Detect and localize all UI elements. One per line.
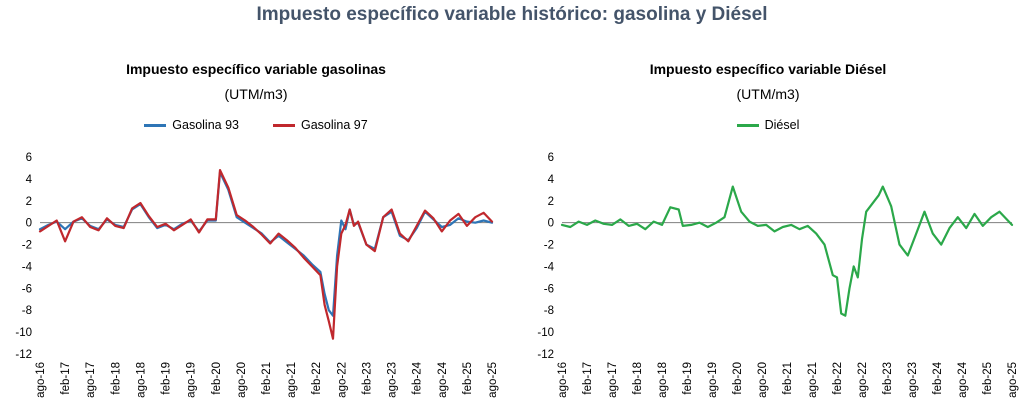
diesel-chart-panel: Impuesto específico variable Diésel (UTM… [512, 0, 1024, 414]
legend-item-gasolina-93: Gasolina 93 [144, 118, 239, 132]
legend-item-diesel: Diésel [736, 118, 800, 132]
x-tick-label: feb-18 [632, 362, 644, 395]
x-tick-label: feb-19 [161, 362, 173, 395]
y-tick-label: 0 [26, 218, 32, 230]
series-line-gasolina-97 [38, 169, 494, 340]
legend-swatch [736, 123, 759, 127]
x-tick-label: ago-20 [757, 362, 769, 398]
y-tick-label: -8 [22, 305, 32, 317]
y-tick-label: 6 [548, 152, 554, 164]
y-tick-label: -6 [544, 283, 554, 295]
y-tick-label: -12 [15, 349, 32, 361]
legend-swatch [273, 123, 295, 127]
x-tick-label: ago-25 [487, 362, 499, 398]
chart-subtitle: (UTM/m3) [736, 86, 800, 102]
y-tick-label: 6 [26, 152, 32, 164]
x-tick-label: ago-19 [186, 362, 198, 398]
x-tick-label: ago-17 [85, 362, 97, 398]
x-tick-label: ago-21 [807, 362, 819, 398]
legend-item-gasolina-97: Gasolina 97 [273, 118, 368, 132]
x-tick-label: ago-23 [907, 362, 919, 398]
x-tick-label: ago-16 [35, 362, 47, 398]
x-tick-label: ago-25 [1007, 362, 1019, 398]
x-tick-label: feb-20 [732, 362, 744, 395]
y-tick-label: -2 [22, 240, 32, 252]
chart-legend: Gasolina 93 Gasolina 97 [0, 118, 512, 132]
y-tick-label: 2 [548, 196, 554, 208]
legend-label: Diésel [764, 118, 800, 132]
x-tick-label: ago-17 [607, 362, 619, 398]
x-tick-label: ago-18 [135, 362, 147, 398]
series-line-gasolina-93 [38, 171, 494, 317]
x-tick-label: ago-16 [557, 362, 569, 398]
y-tick-label: -2 [544, 240, 554, 252]
y-tick-label: -4 [22, 261, 33, 273]
y-tick-label: -12 [537, 349, 554, 361]
x-tick-label: feb-24 [932, 361, 944, 394]
y-tick-label: 4 [26, 174, 33, 186]
x-tick-label: feb-21 [261, 362, 273, 395]
y-tick-label: 4 [548, 174, 555, 186]
legend-label: Gasolina 93 [172, 118, 239, 132]
chart-title: Impuesto específico variable gasolinas [126, 61, 386, 77]
y-tick-label: 2 [26, 196, 32, 208]
x-tick-label: feb-18 [110, 362, 122, 395]
x-tick-label: feb-19 [682, 362, 694, 395]
series-line-diesel [560, 185, 1014, 317]
x-tick-label: feb-22 [311, 362, 323, 395]
x-tick-label: feb-21 [782, 362, 794, 395]
x-tick-label: ago-21 [286, 362, 298, 398]
x-tick-label: ago-22 [857, 362, 869, 398]
x-tick-label: feb-20 [211, 362, 223, 395]
x-tick-label: feb-23 [882, 362, 894, 395]
x-tick-label: ago-18 [657, 362, 669, 398]
x-tick-label: ago-23 [387, 362, 399, 398]
x-tick-label: feb-24 [412, 361, 424, 394]
x-tick-label: feb-25 [982, 362, 994, 395]
y-tick-label: -10 [15, 327, 32, 339]
x-tick-label: ago-20 [236, 362, 248, 398]
x-tick-label: ago-19 [707, 362, 719, 398]
x-tick-label: feb-17 [582, 362, 594, 395]
legend-swatch [144, 123, 167, 127]
chart-legend: Diésel [512, 118, 1024, 132]
x-tick-label: ago-24 [437, 361, 449, 397]
legend-label: Gasolina 97 [301, 118, 368, 132]
page-title: Impuesto específico variable histórico: … [256, 4, 768, 25]
x-tick-label: feb-23 [361, 362, 373, 395]
y-tick-label: -6 [22, 283, 32, 295]
x-tick-label: feb-22 [832, 362, 844, 395]
gasolinas-chart-panel: Impuesto específico variable gasolinas (… [0, 61, 512, 398]
y-tick-label: 0 [548, 218, 554, 230]
y-tick-label: -8 [544, 305, 554, 317]
x-tick-label: ago-22 [336, 362, 348, 398]
chart-subtitle: (UTM/m3) [224, 86, 288, 102]
x-tick-label: ago-24 [957, 361, 969, 397]
x-tick-label: feb-17 [60, 362, 72, 395]
y-tick-label: -10 [537, 327, 554, 339]
y-tick-label: -4 [544, 261, 555, 273]
chart-title: Impuesto específico variable Diésel [649, 61, 887, 77]
x-tick-label: feb-25 [462, 362, 474, 395]
